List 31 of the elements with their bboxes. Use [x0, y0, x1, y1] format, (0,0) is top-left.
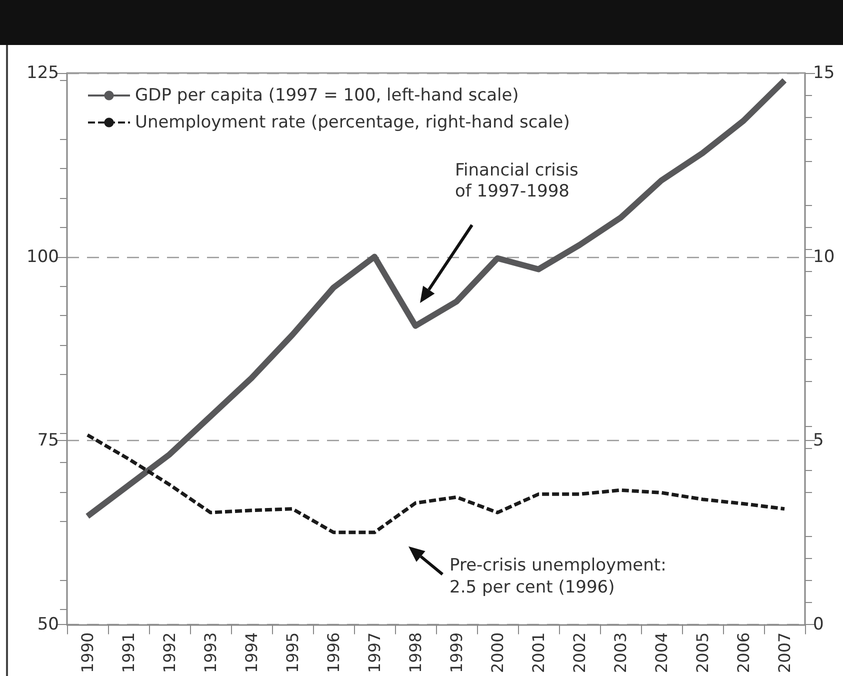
x-tick-label: 1996: [324, 632, 343, 673]
y-tick-label: 100: [26, 246, 59, 267]
x-tick-label: 1990: [78, 632, 97, 673]
y2-tick-label: 0: [813, 614, 824, 634]
x-tick-label: 1998: [406, 632, 425, 673]
x-tick-label: 2005: [693, 632, 712, 673]
annotation: Pre-crisis unemployment: 2.5 per cent (1996): [450, 555, 666, 598]
y-tick-label: 125: [26, 63, 59, 83]
x-tick-label: 1993: [201, 632, 220, 673]
x-tick-label: 2001: [529, 632, 548, 673]
line-series: [86, 433, 786, 534]
x-tick-label: 2000: [488, 632, 507, 673]
x-tick-label: 2002: [570, 632, 589, 673]
x-tick-label: 1992: [160, 632, 179, 673]
legend-label: Unemployment rate (percentage, right-hand scale): [135, 112, 570, 132]
y2-tick-label: 5: [813, 430, 824, 451]
x-tick-label: 1999: [447, 632, 466, 673]
x-tick-label: 2007: [775, 632, 794, 673]
x-tick-label: 2003: [611, 632, 630, 673]
x-tick-label: 2004: [652, 632, 671, 673]
x-tick-label: 1991: [119, 632, 138, 673]
x-tick-label: 1994: [242, 632, 261, 673]
y-tick-label: 75: [37, 430, 59, 451]
x-tick-label: 1995: [283, 632, 302, 673]
y2-tick-label: 15: [813, 63, 835, 83]
x-tick-label: 2006: [734, 632, 753, 673]
annotation: Financial crisis of 1997-1998: [455, 160, 578, 202]
x-tick-label: 1997: [365, 632, 384, 673]
y2-tick-label: 10: [813, 246, 835, 267]
legend-label: GDP per capita (1997 = 100, left-hand scale): [135, 86, 519, 106]
y-tick-label: 50: [37, 614, 59, 634]
